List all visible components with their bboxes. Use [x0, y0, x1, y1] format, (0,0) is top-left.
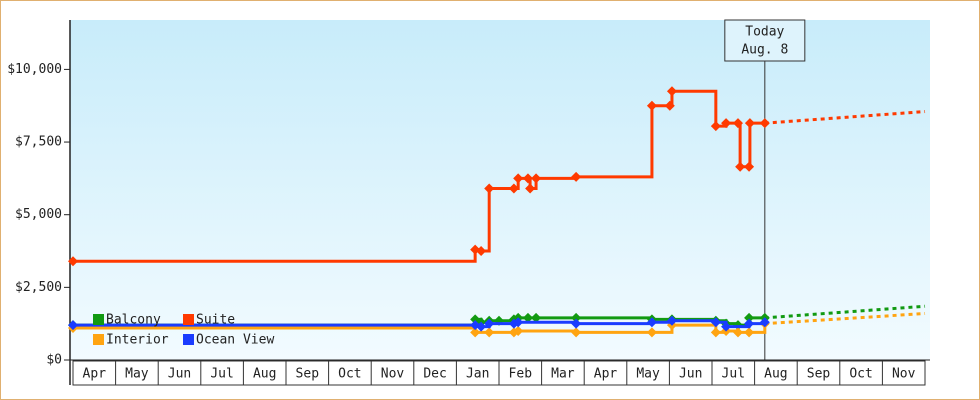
x-tick-label: Dec: [423, 367, 446, 382]
x-tick-label: Aug: [253, 367, 276, 382]
series-layer: [68, 86, 926, 338]
x-tick-label: Nov: [381, 367, 405, 382]
today-label: Today: [745, 25, 784, 40]
price-point: [721, 321, 732, 332]
price-point: [476, 321, 487, 332]
price-point: [508, 183, 519, 194]
legend-label: Suite: [196, 313, 235, 328]
price-point: [646, 100, 657, 111]
price-point: [476, 246, 487, 257]
price-point: [484, 327, 495, 338]
legend-label: Interior: [106, 333, 169, 348]
price-point: [571, 312, 582, 323]
x-tick-label: May: [125, 367, 149, 382]
price-point: [744, 327, 755, 338]
price-point: [531, 173, 542, 184]
price-point: [68, 256, 78, 267]
price-point: [484, 183, 495, 194]
price-point: [513, 173, 524, 184]
x-tick-label: Jun: [679, 367, 702, 382]
legend-label: Balcony: [106, 313, 161, 328]
legend-swatch: [183, 314, 194, 325]
price-point: [710, 317, 721, 328]
price-point: [744, 161, 755, 172]
y-tick-label: $7,500: [15, 135, 62, 150]
x-tick-label: May: [636, 367, 660, 382]
forecast-line: [764, 312, 926, 326]
price-point: [721, 118, 732, 129]
x-tick-label: Jan: [466, 367, 489, 382]
x-tick-label: Sep: [296, 367, 320, 382]
price-point: [759, 118, 770, 129]
price-point: [710, 121, 721, 132]
price-point: [732, 118, 743, 129]
price-point: [525, 183, 536, 194]
price-point: [513, 317, 524, 328]
forecast-line: [764, 304, 926, 320]
price-point: [710, 327, 721, 338]
x-tick-label: Jul: [210, 367, 233, 382]
price-point: [646, 317, 657, 328]
price-point: [646, 327, 657, 338]
legend-swatch: [93, 334, 104, 345]
price-point: [664, 100, 675, 111]
x-tick-label: Jun: [168, 367, 191, 382]
y-tick-label: $10,000: [7, 62, 62, 77]
legend: Balcony Suite Interior Ocean View: [93, 313, 274, 348]
price-point: [759, 317, 770, 328]
price-point: [744, 312, 755, 323]
x-tick-label: Apr: [83, 367, 107, 382]
price-point: [522, 312, 533, 323]
price-point: [571, 327, 582, 338]
x-tick-label: Apr: [594, 367, 618, 382]
legend-label: Ocean View: [196, 333, 274, 348]
x-tick-label: Feb: [509, 367, 533, 382]
x-tick-label: Jul: [722, 367, 745, 382]
price-point: [513, 325, 524, 336]
price-point: [531, 312, 542, 323]
grid: Today Aug. 8: [724, 19, 806, 360]
legend-swatch: [93, 314, 104, 325]
price-point: [744, 118, 755, 129]
y-tick-label: $0: [46, 353, 62, 368]
price-point: [484, 318, 495, 329]
price-point: [732, 327, 743, 338]
x-tick-label: Mar: [551, 367, 575, 382]
axis: $0 $2,500 $5,000 $7,500 $10,000 Apr May Jun Jul A…: [7, 20, 930, 386]
today-box: [724, 19, 806, 62]
x-tick-label: Oct: [849, 367, 872, 382]
price-point: [68, 320, 78, 331]
price-point: [744, 318, 755, 329]
x-tick-label: Sep: [807, 367, 831, 382]
price-point: [666, 86, 677, 97]
legend-swatch: [183, 334, 194, 345]
price-point: [571, 318, 582, 329]
y-tick-label: $2,500: [15, 280, 62, 295]
forecast-line: [764, 110, 926, 125]
y-tick-label: $5,000: [15, 207, 62, 222]
price-point: [522, 173, 533, 184]
price-point: [666, 315, 677, 326]
x-tick-label: Aug: [764, 367, 787, 382]
today-label: Aug. 8: [741, 43, 788, 58]
price-point: [735, 161, 746, 172]
x-tick-label: Nov: [892, 367, 916, 382]
price-point: [571, 171, 582, 182]
price-point: [470, 327, 481, 338]
x-tick-label: Oct: [338, 367, 361, 382]
